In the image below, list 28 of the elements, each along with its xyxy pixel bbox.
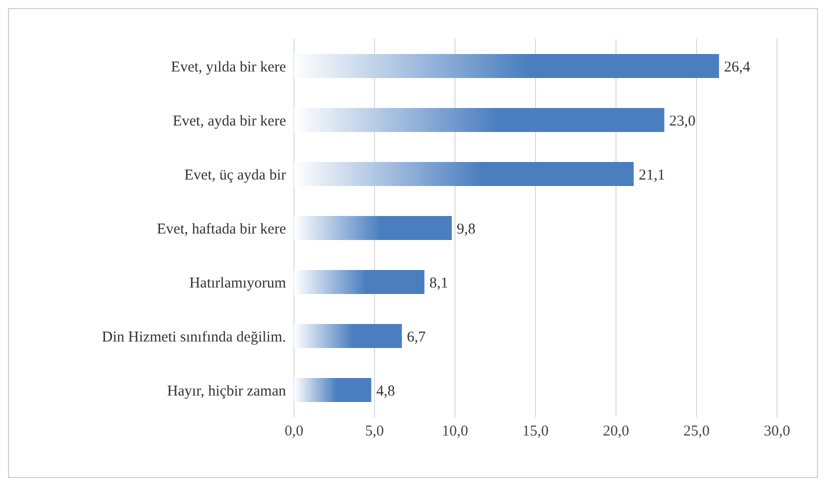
x-tick-label: 15,0: [522, 424, 549, 440]
x-tick-label: 5,0: [365, 424, 384, 440]
x-tick-label: 10,0: [442, 424, 468, 440]
bar: [294, 162, 634, 186]
bar: [294, 324, 402, 348]
data-label: 6,7: [406, 329, 426, 346]
y-tick-label: Evet, yılda bir kere: [171, 59, 286, 76]
data-label: 9,8: [456, 221, 476, 238]
data-label: 26,4: [724, 59, 751, 76]
bar: [294, 270, 424, 294]
bar: [294, 54, 720, 78]
bar: [294, 108, 664, 132]
data-label: 21,1: [638, 167, 665, 184]
x-tick-label: 20,0: [602, 424, 630, 440]
y-tick-label: Evet, haftada bir kere: [156, 221, 286, 238]
bar: [294, 216, 452, 240]
data-label: 23,0: [669, 113, 696, 130]
y-tick-label: Evet, ayda bir kere: [172, 113, 286, 130]
y-tick-label: Hatırlamıyorum: [189, 275, 286, 292]
data-label: 8,1: [429, 275, 448, 292]
y-tick-label: Evet, üç ayda bir: [184, 167, 286, 184]
x-tick-label: 25,0: [683, 424, 710, 440]
y-tick-label: Din Hizmeti sınıfında değilim.: [102, 329, 286, 346]
bar: [294, 378, 372, 402]
x-tick-label: 30,0: [764, 424, 790, 440]
data-label: 4,8: [376, 383, 396, 400]
y-tick-label: Hayır, hiçbir zaman: [167, 383, 286, 400]
x-tick-label: 0,0: [284, 424, 304, 440]
